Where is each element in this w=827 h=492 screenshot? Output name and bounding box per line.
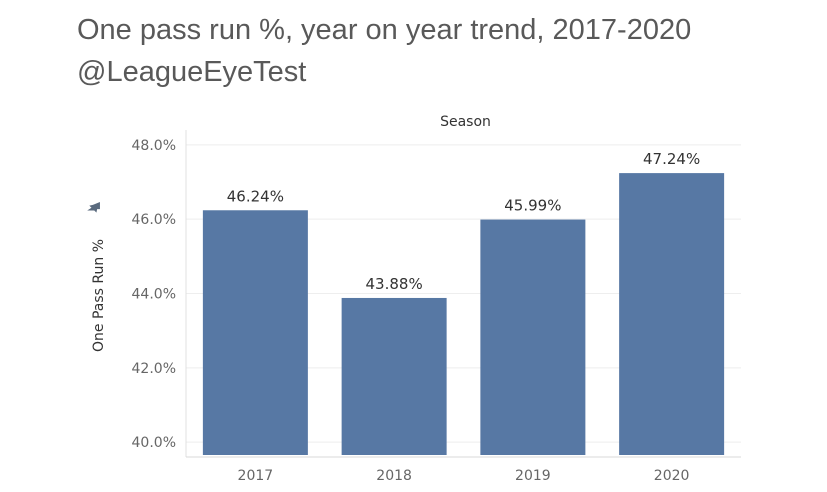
- chart-title: One pass run %, year on year trend, 2017…: [77, 14, 692, 46]
- bar: [480, 219, 586, 455]
- bar: [202, 210, 308, 455]
- y-tick-label: 44.0%: [132, 287, 176, 303]
- x-tick-label: 2019: [515, 468, 551, 484]
- y-axis-label: One Pass Run %: [91, 239, 107, 352]
- data-label: 46.24%: [227, 187, 284, 205]
- column-header-season: Season: [440, 114, 491, 130]
- data-label: 47.24%: [643, 150, 700, 168]
- y-tick-label: 40.0%: [132, 435, 176, 451]
- y-ticks: 40.0% 42.0% 44.0% 46.0% 48.0%: [132, 138, 176, 451]
- bar: [619, 173, 725, 455]
- y-tick-label: 48.0%: [132, 138, 176, 154]
- x-tick-label: 2018: [376, 468, 412, 484]
- x-ticks: 2017 2018 2019 2020: [238, 468, 690, 484]
- y-tick-label: 46.0%: [132, 212, 176, 228]
- bars: [202, 173, 725, 455]
- data-labels: 46.24% 43.88% 45.99% 47.24%: [227, 150, 700, 293]
- bar: [341, 297, 447, 455]
- pin-icon[interactable]: [86, 199, 104, 217]
- data-label: 43.88%: [366, 275, 423, 293]
- x-tick-label: 2020: [654, 468, 690, 484]
- x-tick-label: 2017: [238, 468, 274, 484]
- chart-subtitle: @LeagueEyeTest: [77, 56, 307, 88]
- data-label: 45.99%: [504, 197, 561, 215]
- y-tick-label: 42.0%: [132, 361, 176, 377]
